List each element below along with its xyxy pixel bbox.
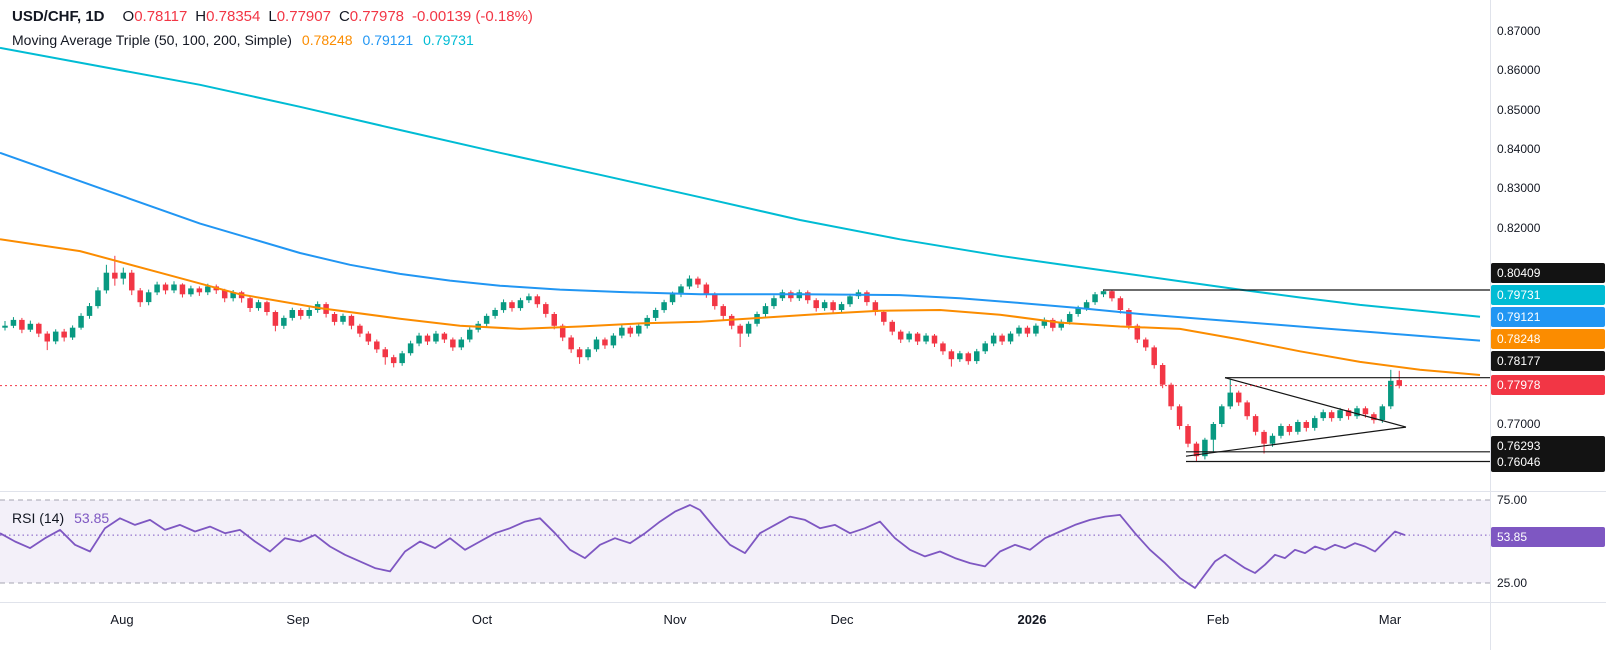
candlestick-series[interactable] (2, 255, 1402, 462)
rsi-line[interactable] (0, 504, 1406, 589)
time-tick: Feb (1206, 612, 1230, 627)
high-value: 0.78354 (206, 8, 261, 25)
trendline[interactable] (1185, 426, 1407, 457)
price-label-chip: 0.78248 (1491, 329, 1605, 349)
ma200-line[interactable] (0, 46, 1481, 318)
price-label-chip: 0.76046 (1491, 452, 1605, 472)
symbol-legend: USD/CHF, 1D O0.78117 H0.78354 L0.77907 C0.77… (12, 8, 533, 25)
close-value: 0.77978 (349, 8, 405, 25)
price-label-chip: 0.77978 (1491, 375, 1605, 395)
rsi-indicator-title[interactable]: RSI (14) (12, 510, 65, 526)
ma100-line[interactable] (0, 151, 1481, 342)
open-value: 0.78117 (134, 8, 188, 25)
rsi-tick: 25.00 (1497, 576, 1528, 590)
time-tick: Oct (471, 612, 493, 627)
price-label-chip: 0.79731 (1491, 285, 1605, 305)
high-label: H (195, 8, 207, 25)
ma200-value: 0.79731 (423, 32, 474, 48)
time-axis[interactable]: Aug Sep Oct Nov Dec 2026 Feb Mar (0, 602, 1490, 650)
price-tick: 0.87000 (1497, 24, 1541, 38)
price-label-chip: 0.80409 (1491, 263, 1605, 283)
time-tick: Mar (1378, 612, 1402, 627)
change-value: -0.00139 (-0.18%) (412, 8, 533, 25)
ma50-line[interactable] (0, 238, 1481, 376)
time-tick: Aug (110, 612, 134, 627)
rsi-tick: 75.00 (1497, 493, 1528, 507)
ma50-value: 0.78248 (301, 32, 353, 48)
price-label-chip: 0.76293 (1491, 436, 1605, 456)
rsi-value: 53.85 (74, 510, 110, 526)
symbol-title[interactable]: USD/CHF, 1D (12, 8, 105, 25)
price-tick: 0.77000 (1497, 417, 1541, 431)
low-label: L (268, 8, 277, 25)
price-label-chip: 0.78177 (1491, 351, 1605, 371)
close-label: C (338, 8, 350, 25)
price-tick: 0.83000 (1497, 181, 1541, 196)
price-tick: 0.84000 (1497, 141, 1541, 156)
time-tick: Nov (663, 612, 687, 627)
rsi-band (0, 500, 1490, 583)
low-value: 0.77907 (276, 8, 331, 25)
price-tick: 0.86000 (1497, 63, 1541, 78)
open-label: O (122, 8, 135, 25)
rsi-indicator-legend: RSI (14) 53.85 (12, 510, 109, 526)
ma-indicator-legend: Moving Average Triple (50, 100, 200, Sim… (12, 32, 474, 48)
price-tick: 0.85000 (1497, 102, 1541, 117)
price-tick: 0.82000 (1497, 220, 1541, 235)
price-label-chip: 53.85 (1491, 527, 1605, 547)
time-tick: 2026 (1017, 612, 1047, 627)
time-tick: Sep (286, 612, 310, 627)
ma100-value: 0.79121 (362, 32, 414, 48)
price-label-chip: 0.79121 (1491, 307, 1605, 327)
time-tick: Dec (830, 612, 854, 627)
price-axis[interactable]: 0.87000 0.86000 0.85000 0.84000 0.83000 0.820… (1490, 0, 1606, 650)
ma-indicator-title[interactable]: Moving Average Triple (50, 100, 200, Sim… (12, 32, 292, 48)
